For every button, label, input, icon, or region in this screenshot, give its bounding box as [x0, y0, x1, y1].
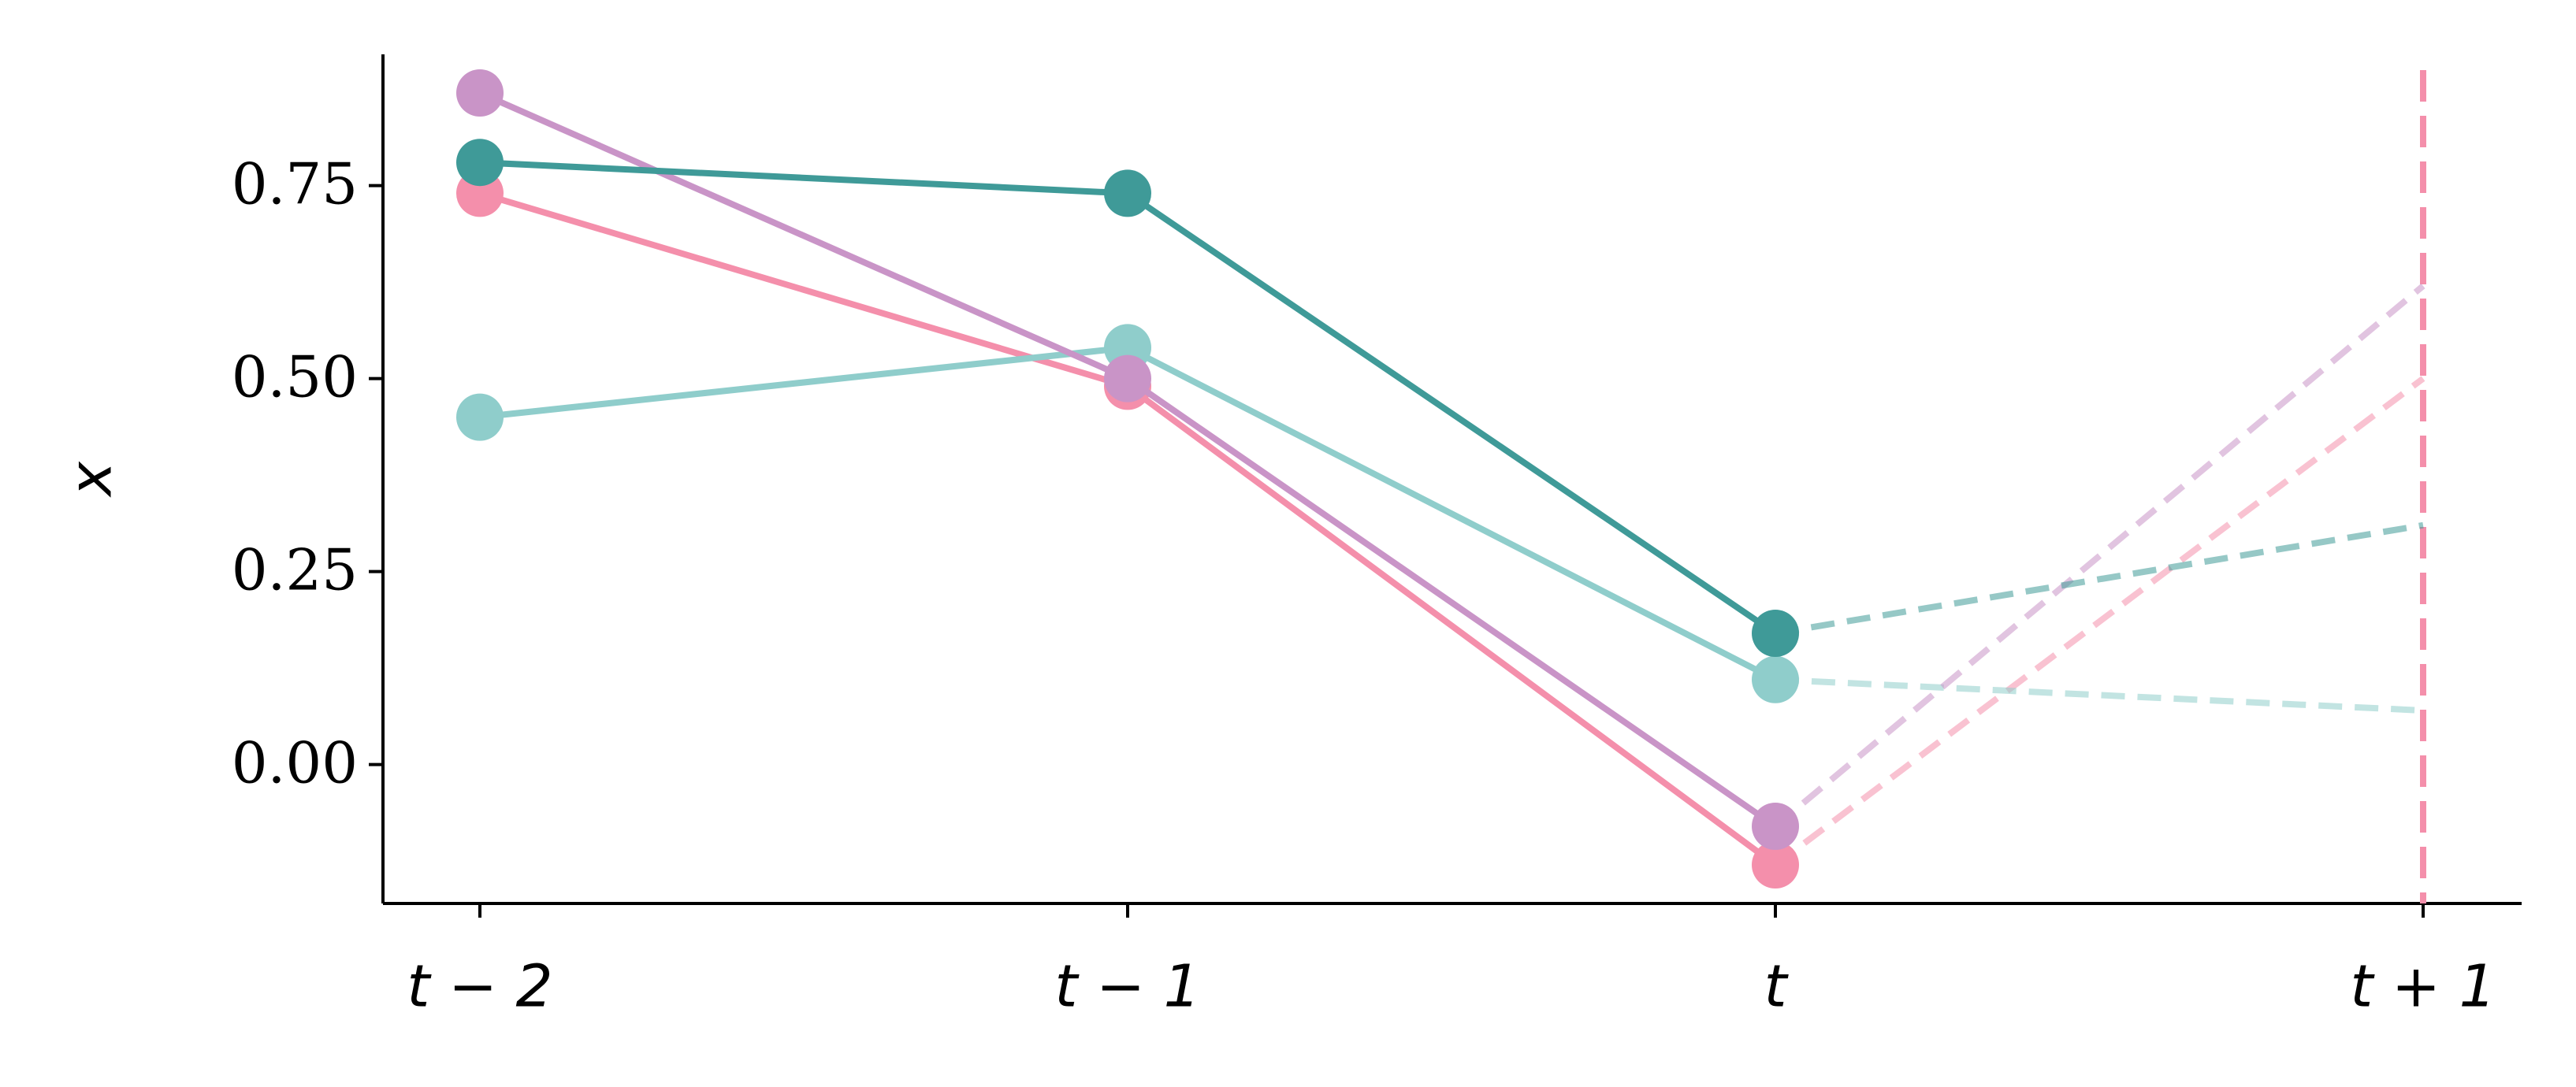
point	[1752, 610, 1799, 657]
x-tick-label: t + 1	[2350, 953, 2496, 1021]
point	[456, 139, 504, 187]
x-tick-label: t − 1	[1054, 953, 1200, 1021]
point	[456, 69, 504, 117]
x-tick-label: t	[1764, 953, 1789, 1021]
point	[1104, 354, 1151, 403]
y-tick-label: 0.00	[232, 730, 358, 796]
x-tick-label: t − 2	[407, 953, 552, 1021]
series-line	[478, 190, 1778, 868]
y-axis-label: x	[58, 461, 125, 498]
point	[1752, 655, 1799, 703]
forecast-line	[1775, 521, 2424, 636]
y-tick-label: 0.50	[232, 344, 358, 410]
point	[1104, 169, 1151, 217]
point	[1752, 841, 1799, 889]
y-tick-label: 0.25	[232, 537, 358, 603]
y-tick-label: 0.75	[232, 151, 358, 217]
point	[1752, 803, 1799, 850]
point	[456, 393, 504, 441]
forecast-line	[1775, 676, 2424, 714]
forecast-line	[1773, 283, 2425, 829]
forecast-line	[1773, 376, 2425, 868]
